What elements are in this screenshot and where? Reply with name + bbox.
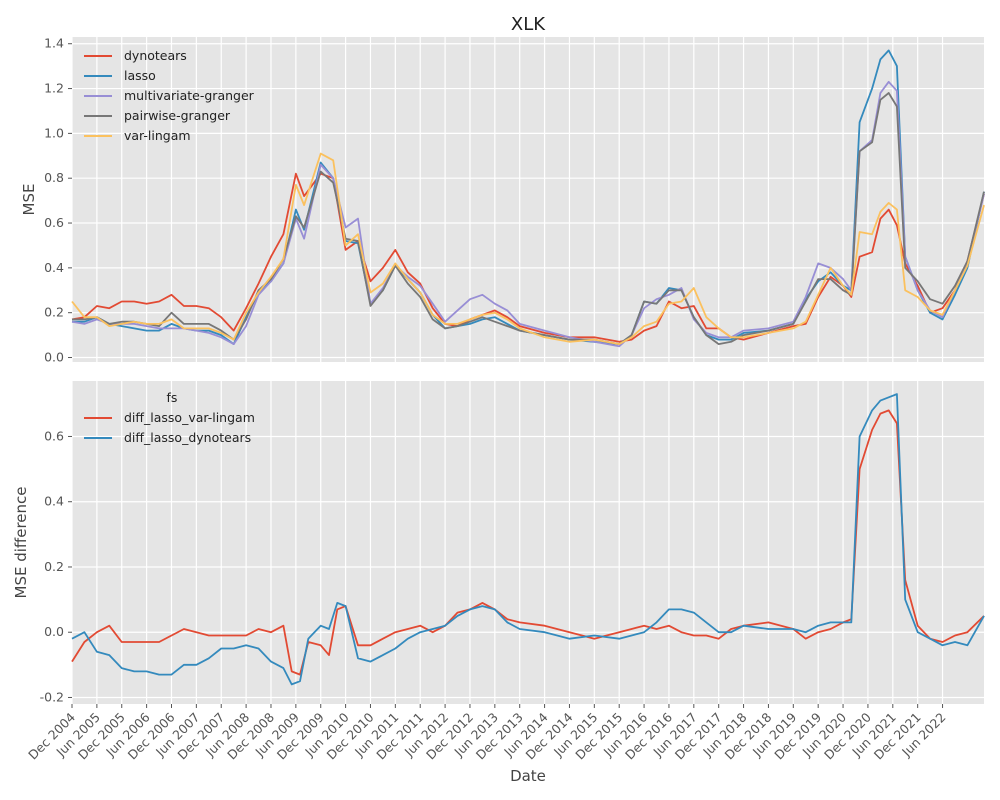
legend-entry: pairwise-granger — [124, 108, 231, 123]
legend-entry: var-lingam — [124, 128, 191, 143]
y-axis-label: MSE difference — [12, 486, 30, 598]
y-tick-label: 1.0 — [44, 125, 64, 140]
y-tick-label: 0.0 — [44, 350, 64, 365]
y-tick-label: -0.2 — [40, 689, 64, 704]
chart-title: XLK — [511, 14, 546, 35]
y-tick-label: 0.6 — [44, 215, 64, 230]
top-panel-mse: 0.0 0.2 0.4 0.6 0.8 1.0 1.2 1.4 MSE dynotears lass… — [20, 36, 985, 365]
legend: dynotears lasso multivariate-granger pairwi… — [84, 48, 255, 143]
series-line-diff_lasso_dynotears — [71, 393, 985, 686]
legend-entry: multivariate-granger — [124, 88, 255, 103]
legend: fs diff_lasso_var-lingam diff_lasso_dynote… — [84, 390, 255, 445]
legend-entry: diff_lasso_var-lingam — [124, 410, 255, 425]
legend-entry: dynotears — [124, 48, 187, 63]
plot-area-1 — [72, 381, 984, 704]
y-tick-label: 0.4 — [44, 260, 64, 275]
series-line-pairwise-granger — [72, 92, 985, 345]
legend-entry: lasso — [124, 68, 156, 83]
y-tick-label: 0.4 — [44, 494, 64, 509]
y-tick-label: 0.2 — [44, 559, 64, 574]
y-tick-label: 1.2 — [44, 81, 64, 96]
y-tick-label: 0.0 — [44, 624, 64, 639]
series-line-var-lingam — [71, 152, 985, 345]
y-axis-label: MSE — [20, 184, 38, 216]
plot-area-0 — [72, 37, 984, 362]
y-tick-label: 0.2 — [44, 305, 64, 320]
series-line-dynotears — [71, 172, 985, 343]
y-tick-label: 0.6 — [44, 428, 64, 443]
legend-entry: diff_lasso_dynotears — [124, 430, 251, 445]
legend-title: fs — [167, 390, 178, 405]
bottom-panel-mse-difference: -0.2 0.0 0.2 0.4 0.6 MSE difference fs diff_las… — [12, 381, 985, 785]
y-tick-label: 0.8 — [44, 170, 64, 185]
y-tick-label: 1.4 — [44, 36, 64, 51]
x-axis-label: Date — [510, 767, 546, 785]
